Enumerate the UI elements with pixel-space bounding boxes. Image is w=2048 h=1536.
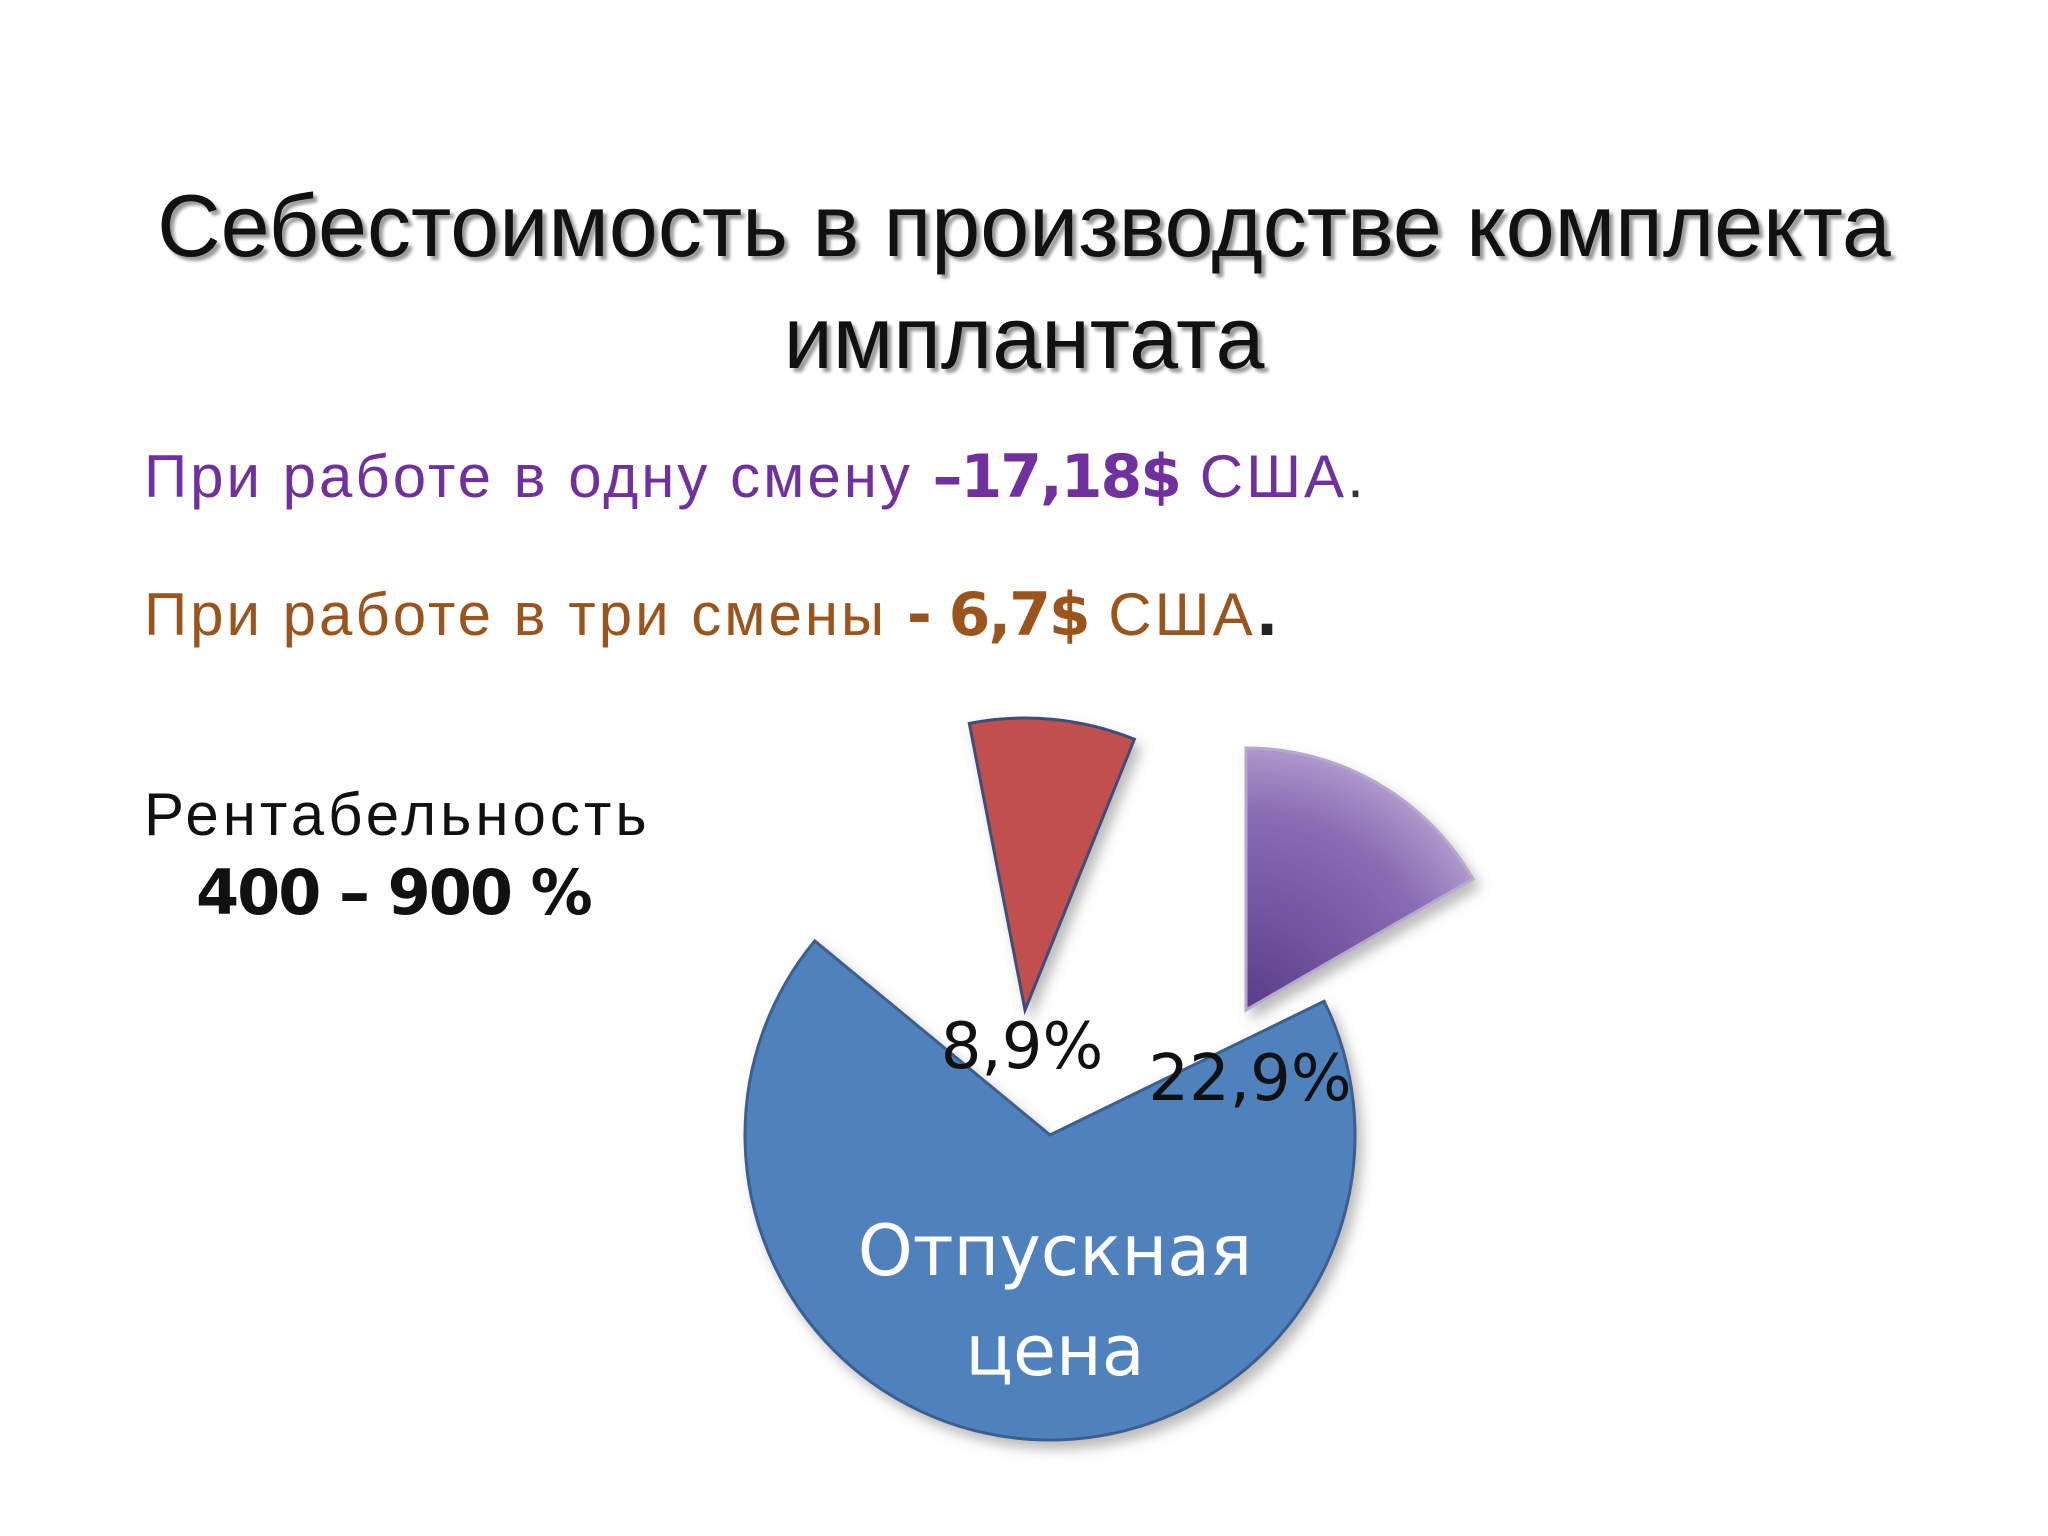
title-line-2: имплантата [783, 288, 1265, 387]
title-line-1: Себестоимость в производстве комплекта [157, 176, 1891, 275]
slide-title: Себестоимость в производстве комплекта и… [100, 170, 1948, 394]
one-shift-text: При работе в одну смену [144, 443, 933, 510]
three-shifts-end: . [1255, 580, 1279, 650]
label-release-price-line-2: цена [965, 1310, 1144, 1392]
three-shifts-line: При работе в три смены - 6,7$ США. [144, 580, 1279, 650]
label-22-9-percent: 22,9% [1148, 1042, 1351, 1116]
profitability-label: Рентабельность [144, 781, 651, 848]
slice-8-9-percent [967, 716, 1137, 1016]
label-release-price-line-1: Отпускная [858, 1210, 1253, 1292]
slice-22-9-percent [1244, 746, 1475, 1013]
one-shift-value: –17,18$ [932, 442, 1183, 512]
slice-release-price [743, 938, 1357, 1442]
three-shifts-text: При работе в три смены [144, 581, 907, 648]
one-shift-end: . [1347, 443, 1367, 510]
one-shift-line: При работе в одну смену –17,18$ США. [144, 442, 1367, 512]
one-shift-currency: США [1180, 443, 1348, 510]
three-shifts-currency: США [1088, 581, 1256, 648]
three-shifts-value: - 6,7$ [906, 580, 1091, 650]
label-8-9-percent: 8,9% [941, 1010, 1104, 1084]
profitability-value: 400 – 900 % [196, 856, 593, 929]
